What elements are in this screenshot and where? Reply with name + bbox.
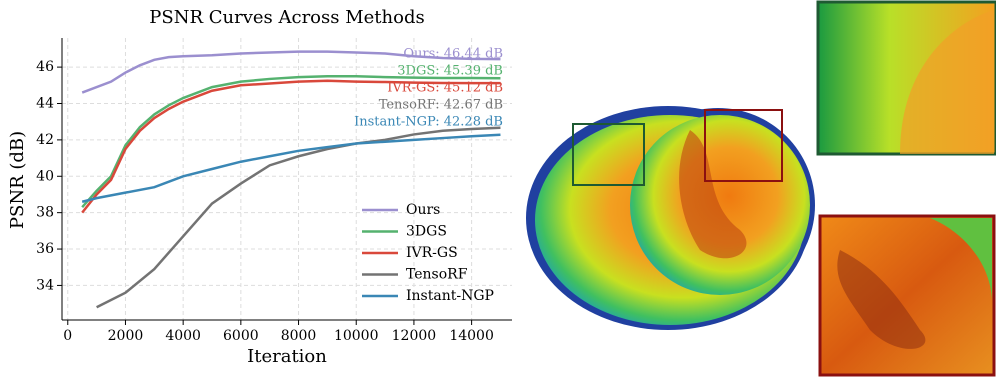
- x-tick-label: 6000: [223, 328, 259, 344]
- x-tick-label: 10000: [334, 328, 379, 344]
- annotation: IVR-GS: 45.12 dB: [387, 81, 503, 96]
- annotation: 3DGS: 45.39 dB: [397, 64, 503, 79]
- zoom-box: [704, 109, 783, 182]
- x-tick-label: 0: [63, 328, 72, 344]
- series-line: [81, 79, 501, 214]
- annotation: TensoRF: 42.67 dB: [379, 98, 503, 113]
- y-tick-label: 36: [36, 241, 54, 257]
- annotation: Instant-NGP: 42.28 dB: [354, 115, 503, 130]
- chart-title: PSNR Curves Across Methods: [149, 7, 424, 28]
- legend-label: TensoRF: [406, 267, 468, 283]
- x-tick-label: 8000: [281, 328, 317, 344]
- render-body: [630, 115, 810, 295]
- y-tick-label: 38: [36, 205, 54, 221]
- x-tick-label: 12000: [392, 328, 437, 344]
- y-tick-label: 44: [36, 95, 54, 111]
- y-tick-label: 46: [36, 59, 54, 75]
- legend-label: Ours: [406, 202, 440, 218]
- legend-label: Instant-NGP: [406, 288, 494, 304]
- x-tick-label: 4000: [165, 328, 201, 344]
- series-line: [96, 126, 501, 309]
- legend-label: IVR-GS: [406, 245, 458, 261]
- inset-green: [816, 0, 996, 156]
- inset-detail: [837, 250, 926, 349]
- plot-area: 0 2000 4000 6000 8000 10000 12000 14000 34 36 38 40…: [36, 38, 512, 344]
- series-line: [81, 133, 501, 203]
- legend-label: 3DGS: [406, 224, 447, 240]
- inset-detail: [930, 218, 992, 300]
- x-tick-label: 14000: [449, 328, 494, 344]
- series-line: [81, 74, 501, 209]
- series-line: [81, 50, 501, 94]
- zoom-box: [572, 123, 645, 186]
- render-detail: [679, 130, 747, 259]
- x-axis-label: Iteration: [247, 346, 327, 367]
- x-tick-label: 2000: [108, 328, 144, 344]
- y-tick-label: 34: [36, 277, 54, 293]
- inset-red: [818, 214, 996, 377]
- y-tick-label: 42: [36, 132, 54, 148]
- y-tick-label: 40: [36, 168, 54, 184]
- annotation: Ours: 46.44 dB: [403, 47, 503, 62]
- y-axis-label: PSNR (dB): [7, 131, 28, 229]
- inset-detail: [900, 10, 994, 154]
- volume-render: [526, 106, 815, 330]
